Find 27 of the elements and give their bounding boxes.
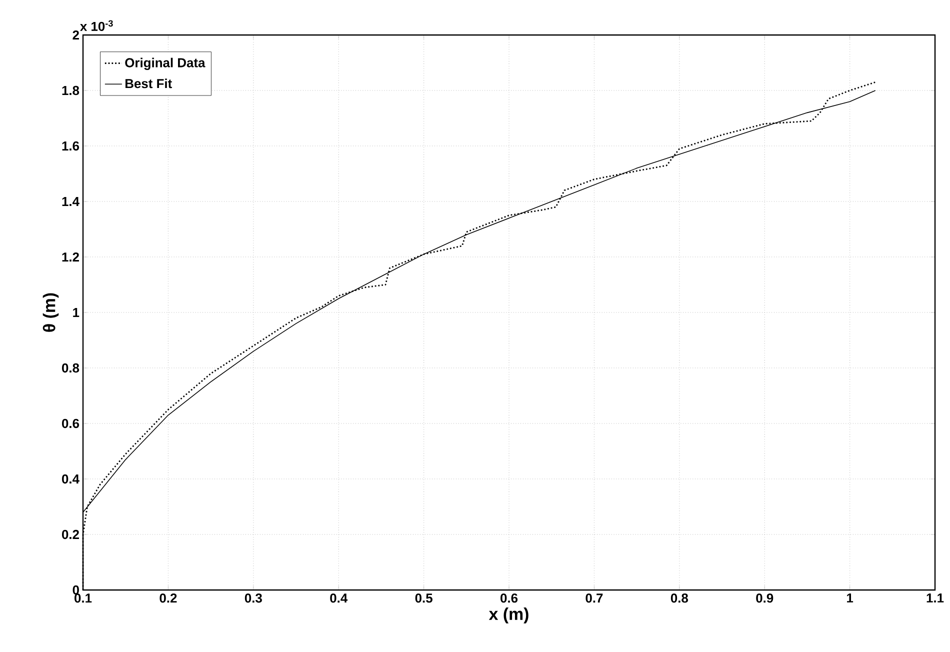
- y-tick-label: 0.8: [62, 363, 80, 373]
- y-tick-label: 1.6: [62, 141, 80, 151]
- y-tick-label: 0: [72, 585, 79, 595]
- x-axis-title: x (m): [488, 608, 528, 624]
- y-tick-label: 1.2: [62, 252, 79, 262]
- x-tick-label: 0.3: [244, 594, 262, 603]
- y-tick-label: 1: [73, 308, 80, 317]
- x-tick-label: 0.9: [756, 594, 774, 603]
- x-tick-label: 0.7: [586, 594, 603, 603]
- y-tick-label: 2: [72, 30, 79, 40]
- y-tick-label: 1.8: [62, 86, 80, 96]
- x-tick-label: 0.4: [330, 594, 348, 603]
- y-tick-label: 1.4: [62, 197, 80, 206]
- y-axis-title: θ (m): [42, 293, 59, 332]
- y-tick-label: 0.2: [62, 530, 79, 540]
- legend-label: Original Data: [125, 58, 206, 70]
- x-tick-label: 1: [847, 594, 854, 602]
- y-tick-label: 0.4: [62, 474, 80, 484]
- x-tick-label: 0.5: [415, 594, 432, 603]
- x-tick-label: 0.2: [160, 594, 177, 603]
- x-tick-label: 1.1: [926, 594, 944, 602]
- text: x 10$^{-3}$: [80, 20, 113, 32]
- x-tick-label: 0.8: [670, 594, 688, 603]
- x-tick-label: 0.1: [74, 594, 92, 603]
- legend-label: Best Fit: [125, 78, 172, 88]
- y-tick-label: 0.6: [62, 418, 80, 428]
- x-tick-label: 0.6: [500, 594, 518, 603]
